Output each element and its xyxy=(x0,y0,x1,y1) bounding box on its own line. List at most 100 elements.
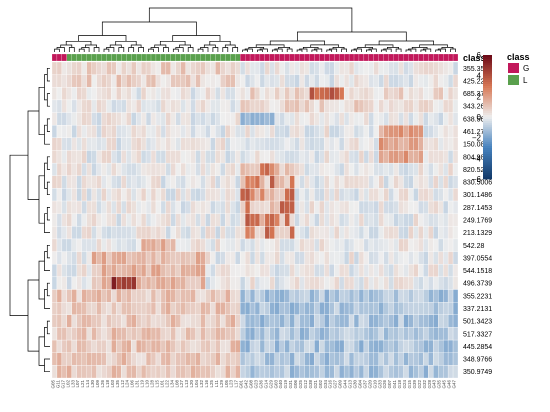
heatmap-cell xyxy=(433,112,439,126)
heatmap-cell xyxy=(150,150,157,164)
heatmap-cell xyxy=(56,289,63,303)
colorbar-segment xyxy=(483,170,492,174)
heatmap-cell xyxy=(96,112,102,126)
heatmap-cell xyxy=(319,213,325,227)
heatmap-cell xyxy=(304,200,310,214)
class-bar-cell xyxy=(259,53,266,62)
heatmap-cell xyxy=(185,137,191,151)
heatmap-cell xyxy=(403,327,409,341)
heatmap-cell xyxy=(299,213,305,227)
class-bar-cell xyxy=(452,53,459,62)
heatmap-cell xyxy=(274,302,280,315)
heatmap-cell xyxy=(106,352,112,366)
heatmap-cell xyxy=(269,289,275,303)
heatmap-cell xyxy=(423,188,429,202)
heatmap-cell xyxy=(442,339,449,353)
heatmap-cell xyxy=(126,125,132,138)
heatmap-cell xyxy=(155,162,162,176)
dendrogram-branch xyxy=(419,44,448,48)
heatmap-cell xyxy=(348,238,355,252)
heatmap-cell xyxy=(284,150,290,164)
heatmap-cell xyxy=(76,365,82,379)
heatmap-cell xyxy=(140,61,147,75)
heatmap-cell xyxy=(299,150,305,164)
heatmap-cell xyxy=(205,162,211,176)
heatmap-cell xyxy=(185,99,191,113)
heatmap-cell xyxy=(136,264,142,278)
colorbar-segment xyxy=(483,160,492,163)
heatmap-cell xyxy=(329,352,335,366)
heatmap-cell xyxy=(126,188,132,202)
heatmap-cell xyxy=(339,125,345,138)
heatmap-cell xyxy=(408,352,414,366)
colorbar-segment xyxy=(483,86,492,89)
heatmap-cell xyxy=(86,74,92,88)
heatmap-cell xyxy=(398,150,404,164)
heatmap-cell xyxy=(220,352,226,366)
heatmap-cell xyxy=(418,289,424,303)
row-label: 355.2231 xyxy=(463,293,492,300)
heatmap-cell xyxy=(403,226,409,240)
heatmap-cell xyxy=(314,327,320,341)
heatmap-cell xyxy=(96,99,102,113)
heatmap-cell xyxy=(111,264,117,278)
heatmap-cell xyxy=(324,339,330,353)
colorbar-segment xyxy=(483,174,492,178)
heatmap-cell xyxy=(76,226,82,240)
heatmap-cell xyxy=(131,365,137,379)
colorbar-segment xyxy=(483,59,492,62)
column-label: G31 xyxy=(288,380,293,389)
column-label: L23 xyxy=(229,380,234,388)
heatmap-cell xyxy=(121,162,127,176)
heatmap-cell xyxy=(106,327,112,341)
heatmap-cell xyxy=(116,125,122,138)
heatmap-cell xyxy=(86,112,92,126)
heatmap-cell xyxy=(225,365,231,379)
heatmap-cell xyxy=(388,289,394,303)
heatmap-cell xyxy=(334,74,340,88)
heatmap-cell xyxy=(279,137,285,151)
heatmap-cell xyxy=(235,162,241,176)
heatmap-cell xyxy=(195,162,201,176)
heatmap-cell xyxy=(225,99,231,113)
heatmap-cell xyxy=(309,226,315,240)
heatmap-cell xyxy=(343,339,350,353)
heatmap-cell xyxy=(235,99,241,113)
heatmap-cell xyxy=(76,314,82,328)
heatmap-cell xyxy=(180,213,186,227)
heatmap-cell xyxy=(51,125,58,138)
heatmap-cell xyxy=(324,87,330,101)
heatmap-cell xyxy=(423,276,429,290)
heatmap-cell xyxy=(160,314,167,328)
heatmap-cell xyxy=(205,87,211,101)
colorbar-tick-label: 0 xyxy=(477,113,482,122)
heatmap-cell xyxy=(388,226,394,240)
heatmap-cell xyxy=(106,264,112,278)
row-label: 249.1769 xyxy=(463,218,492,225)
heatmap-cell xyxy=(71,125,77,138)
heatmap-cell xyxy=(249,302,256,315)
colorbar-segment xyxy=(483,123,492,126)
class-bar-cell xyxy=(91,53,97,62)
heatmap-cell xyxy=(200,289,206,303)
heatmap-cell xyxy=(264,200,270,214)
heatmap-cell xyxy=(329,251,335,265)
heatmap-cell xyxy=(215,251,221,265)
heatmap-cell xyxy=(180,137,186,151)
dendrogram-branch xyxy=(109,44,122,48)
dendrogram-branch xyxy=(46,244,50,259)
class-bar-cell xyxy=(353,53,360,62)
heatmap-cell xyxy=(51,264,58,278)
heatmap-cell xyxy=(309,327,315,341)
heatmap-cell xyxy=(373,137,379,151)
dendrogram-branch xyxy=(395,48,402,52)
heatmap-cell xyxy=(452,314,459,328)
heatmap-cell xyxy=(116,365,122,379)
heatmap-cell xyxy=(155,200,162,214)
heatmap-cell xyxy=(244,162,251,176)
dendrogram-branch xyxy=(420,49,427,52)
heatmap-cell xyxy=(368,302,374,315)
heatmap-cell xyxy=(393,365,399,379)
heatmap-cell xyxy=(230,137,236,151)
heatmap-cell xyxy=(299,87,305,101)
